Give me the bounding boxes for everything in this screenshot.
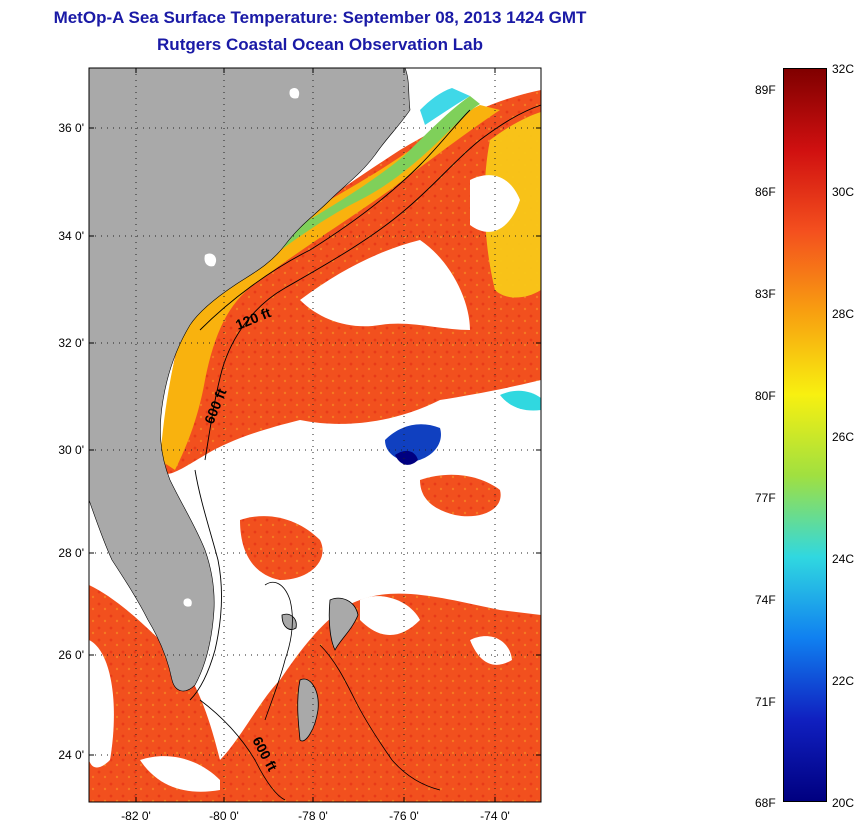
lon-label: -80 0' <box>209 809 239 823</box>
map-subtitle: Rutgers Coastal Ocean Observation Lab <box>157 35 483 54</box>
lon-label: -74 0' <box>480 809 510 823</box>
colorbar-label-c: 26C <box>832 430 855 444</box>
colorbar-label-f: 83F <box>755 287 776 301</box>
lon-label: -78 0' <box>298 809 328 823</box>
colorbar-label-f: 71F <box>755 695 776 709</box>
cold-eddy <box>385 424 441 462</box>
colorbar-label-c: 32C <box>832 62 855 76</box>
contour-120ft <box>199 109 471 331</box>
bahamas-islands <box>328 597 359 651</box>
colorbar-label-c: 30C <box>832 185 855 199</box>
colorbar-label-c: 24C <box>832 552 855 566</box>
colorbar-label-f: 77F <box>755 491 776 505</box>
lat-label: 34 0' <box>58 229 84 243</box>
us-east-coast-land <box>89 68 411 692</box>
colorbar-label-f: 68F <box>755 796 776 810</box>
cool-nearshore-strip <box>255 96 480 270</box>
lat-label: 26 0' <box>58 648 84 662</box>
lat-label: 24 0' <box>58 748 84 762</box>
cyan-coastal-water <box>420 88 470 125</box>
lat-label: 32 0' <box>58 336 84 350</box>
colorbar-label-f: 74F <box>755 593 776 607</box>
graticule <box>89 68 541 802</box>
colorbar-label-f: 89F <box>755 83 776 97</box>
colorbar-label-f: 86F <box>755 185 776 199</box>
colorbar-label-f: 80F <box>755 389 776 403</box>
lat-label: 28 0' <box>58 546 84 560</box>
lat-label: 30 0' <box>58 443 84 457</box>
map-frame <box>88 67 542 803</box>
lat-label: 36 0' <box>58 121 84 135</box>
lon-label: -82 0' <box>121 809 151 823</box>
colorbar-label-c: 22C <box>832 674 855 688</box>
contour-600ft <box>204 104 541 461</box>
temperature-colorbar <box>783 68 827 802</box>
colorbar-label-c: 20C <box>832 796 855 810</box>
colorbar-label-c: 28C <box>832 307 855 321</box>
lon-label: -76 0' <box>389 809 419 823</box>
cloud-mass <box>300 240 470 330</box>
map-title: MetOp-A Sea Surface Temperature: Septemb… <box>53 8 587 27</box>
